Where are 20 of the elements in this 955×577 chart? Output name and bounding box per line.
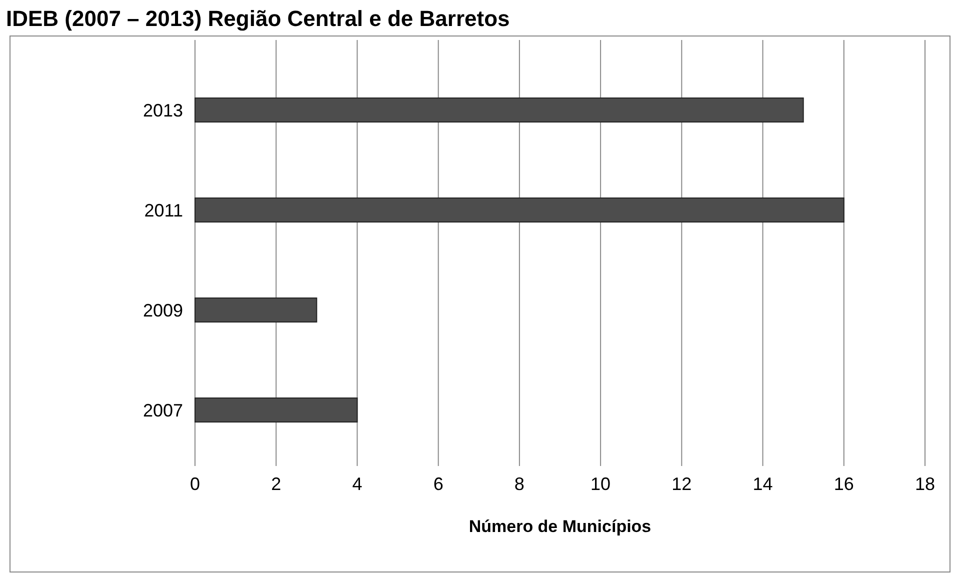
x-axis-title: Número de Municípios (468, 517, 652, 536)
y-tick-label: 2009 (142, 300, 183, 320)
y-tick-label: 2007 (142, 400, 183, 420)
x-tick-label: 12 (672, 474, 692, 494)
y-tick-label: 2011 (144, 200, 183, 220)
bar (194, 198, 844, 222)
x-tick-label: 10 (590, 474, 611, 494)
bar (194, 98, 804, 122)
x-tick-label: 0 (190, 474, 200, 494)
x-tick-label: 14 (752, 474, 773, 494)
x-tick-label: 16 (834, 474, 854, 494)
y-tick-label: 2013 (142, 100, 183, 120)
chart-title: IDEB (2007 – 2013) Região Central e de Barretos (6, 6, 510, 31)
x-tick-label: 8 (514, 474, 524, 494)
bar (194, 298, 318, 322)
x-tick-label: 6 (433, 474, 444, 494)
x-tick-label: 4 (352, 474, 362, 494)
bar (194, 398, 358, 422)
x-tick-label: 2 (271, 474, 282, 494)
x-tick-label: 18 (914, 474, 936, 494)
